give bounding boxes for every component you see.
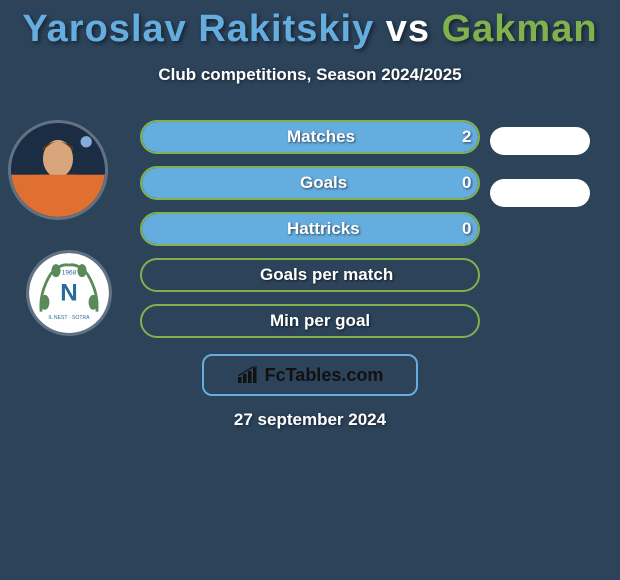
date-text: 27 september 2024 bbox=[0, 410, 620, 430]
player2-club-logo: N 1968 IL NEST · SOTRA bbox=[26, 250, 112, 336]
stat-row: Matches 2 bbox=[140, 120, 480, 154]
stat-row: Hattricks 0 bbox=[140, 212, 480, 246]
brand-box[interactable]: FcTables.com bbox=[202, 354, 418, 396]
stat-value-p1: 0 bbox=[462, 219, 471, 239]
avatars: N 1968 IL NEST · SOTRA bbox=[8, 120, 112, 366]
stat-label: Min per goal bbox=[270, 311, 370, 331]
svg-text:1968: 1968 bbox=[62, 269, 77, 276]
stat-value-p1: 2 bbox=[462, 127, 471, 147]
stat-label: Goals bbox=[300, 173, 347, 193]
stat-row: Goals 0 bbox=[140, 166, 480, 200]
brand-text: FcTables.com bbox=[265, 365, 384, 386]
stat-label: Hattricks bbox=[287, 219, 360, 239]
stat-row: Goals per match bbox=[140, 258, 480, 292]
player2-name: Gakman bbox=[442, 8, 598, 50]
stats-bars: Matches 2 Goals 0 Hattricks 0 Goals per match M… bbox=[140, 120, 480, 350]
svg-text:N: N bbox=[60, 279, 77, 306]
stat-pill-p2 bbox=[490, 127, 590, 155]
player1-avatar bbox=[8, 120, 108, 220]
stat-row: Min per goal bbox=[140, 304, 480, 338]
vs-text: vs bbox=[374, 8, 441, 50]
brand-chart-icon bbox=[237, 366, 259, 384]
subtitle: Club competitions, Season 2024/2025 bbox=[0, 65, 620, 85]
comparison-title: Yaroslav Rakitskiy vs Gakman bbox=[0, 0, 620, 51]
stat-label: Goals per match bbox=[260, 265, 393, 285]
svg-text:IL NEST · SOTRA: IL NEST · SOTRA bbox=[48, 315, 90, 321]
stat-pill-p2 bbox=[490, 179, 590, 207]
stat-value-p1: 0 bbox=[462, 173, 471, 193]
player1-name: Yaroslav Rakitskiy bbox=[22, 8, 374, 50]
stat-label: Matches bbox=[287, 127, 355, 147]
